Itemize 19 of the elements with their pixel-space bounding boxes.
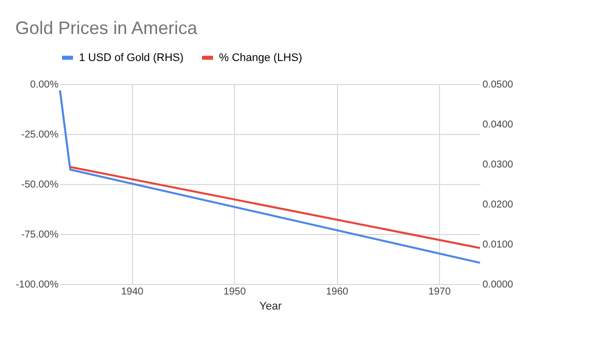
x-tick-label: 1970 [428, 286, 452, 298]
x-axis-title: Year [259, 300, 282, 312]
y-tick-label: -75.00% [21, 230, 59, 240]
chart-title: Gold Prices in America [15, 18, 198, 38]
x-tick-label: 1940 [121, 286, 144, 298]
y2-tick-label: 0.0300 [482, 160, 514, 170]
y2-tick-label: 0.0200 [482, 200, 514, 210]
y-tick-label: -50.00% [21, 180, 59, 190]
y2-tick-label: 0.0400 [482, 120, 514, 130]
y-tick-label: -25.00% [21, 130, 59, 140]
legend-label: % Change (LHS) [219, 52, 302, 64]
y2-tick-label: 0.0100 [482, 240, 514, 250]
x-tick-label: 1950 [224, 286, 246, 298]
x-tick-label: 1960 [326, 286, 349, 298]
y2-tick-label: 0.0500 [482, 80, 514, 90]
y-tick-label: 0.00% [30, 80, 59, 90]
y-tick-label: -100.00% [16, 280, 59, 290]
y2-tick-label: 0.0000 [482, 280, 514, 290]
legend-label: 1 USD of Gold (RHS) [79, 52, 184, 64]
